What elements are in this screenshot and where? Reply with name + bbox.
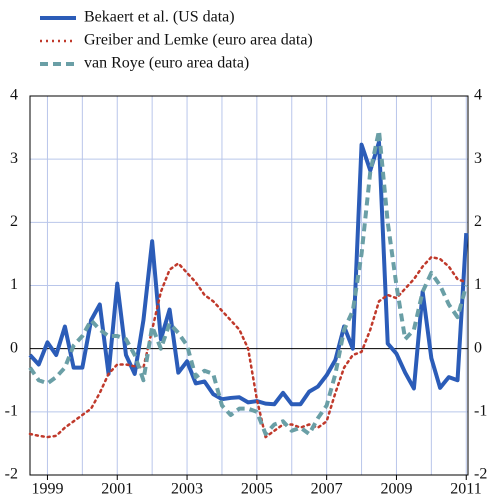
y-tick-label-right: 3 [474,150,482,167]
legend-label: Greiber and Lemke (euro area data) [84,32,313,49]
series-line [28,140,469,407]
y-tick-label: -1 [5,403,18,420]
y-tick-label-right: 2 [474,213,482,230]
x-tick-label: 2009 [380,481,412,498]
series-line [28,128,469,436]
y-tick-label: 1 [10,276,18,293]
y-tick-label-right: 0 [474,339,482,356]
legend-label: Bekaert et al. (US data) [84,9,235,26]
y-tick-label-right: -1 [474,403,487,420]
series-line [28,255,468,439]
x-tick-label: 1999 [31,481,63,498]
y-tick-label: 2 [10,213,18,230]
y-tick-label: 3 [10,150,18,167]
plot-frame [29,95,469,476]
y-tick-label: -2 [5,466,18,483]
x-tick-label: 2005 [241,481,273,498]
y-tick-label: 0 [10,339,18,356]
y-tick-label: 4 [10,87,18,104]
x-tick-label: 2003 [171,481,203,498]
x-tick-label: 2007 [311,481,343,498]
legend-label: van Roye (euro area data) [84,55,249,72]
y-tick-label-right: 1 [474,276,482,293]
x-tick-label: 2011 [450,481,481,498]
y-tick-label-right: 4 [474,87,482,104]
y-tick-label-right: -2 [474,466,487,483]
x-tick-label: 2001 [101,481,133,498]
